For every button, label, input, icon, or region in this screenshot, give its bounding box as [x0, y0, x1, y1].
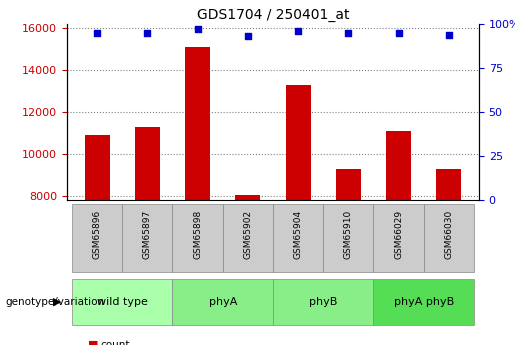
Text: GSM66030: GSM66030: [444, 210, 453, 259]
Text: ■: ■: [88, 340, 98, 345]
Text: ▶: ▶: [53, 297, 62, 307]
Text: GSM65910: GSM65910: [344, 210, 353, 259]
Bar: [173, 279, 273, 325]
Point: [294, 28, 302, 34]
Bar: [373, 279, 474, 325]
Point: [344, 30, 352, 36]
Bar: [373, 204, 424, 272]
Text: GSM65898: GSM65898: [193, 210, 202, 259]
Text: GSM65902: GSM65902: [243, 210, 252, 259]
Point: [143, 30, 151, 36]
Bar: [323, 204, 373, 272]
Bar: [285, 85, 311, 345]
Bar: [386, 131, 411, 345]
Bar: [273, 204, 323, 272]
Text: GSM65904: GSM65904: [294, 210, 303, 259]
Text: count: count: [100, 340, 130, 345]
Text: GSM65897: GSM65897: [143, 210, 152, 259]
Bar: [72, 204, 122, 272]
Bar: [173, 204, 222, 272]
Bar: [273, 279, 373, 325]
Point: [394, 30, 403, 36]
Point: [194, 27, 202, 32]
Bar: [222, 204, 273, 272]
Title: GDS1704 / 250401_at: GDS1704 / 250401_at: [197, 8, 349, 22]
Text: genotype/variation: genotype/variation: [5, 297, 104, 307]
Text: GSM65896: GSM65896: [93, 210, 101, 259]
Bar: [235, 195, 261, 345]
Bar: [84, 135, 110, 345]
Point: [93, 30, 101, 36]
Bar: [436, 169, 461, 345]
Bar: [135, 127, 160, 345]
Text: GSM66029: GSM66029: [394, 210, 403, 259]
Text: phyA: phyA: [209, 297, 237, 307]
Text: wild type: wild type: [97, 297, 148, 307]
Text: phyA phyB: phyA phyB: [393, 297, 454, 307]
Bar: [185, 47, 210, 345]
Bar: [72, 279, 173, 325]
Bar: [424, 204, 474, 272]
Point: [444, 32, 453, 38]
Bar: [122, 204, 173, 272]
Bar: [336, 169, 361, 345]
Point: [244, 34, 252, 39]
Text: phyB: phyB: [309, 297, 337, 307]
